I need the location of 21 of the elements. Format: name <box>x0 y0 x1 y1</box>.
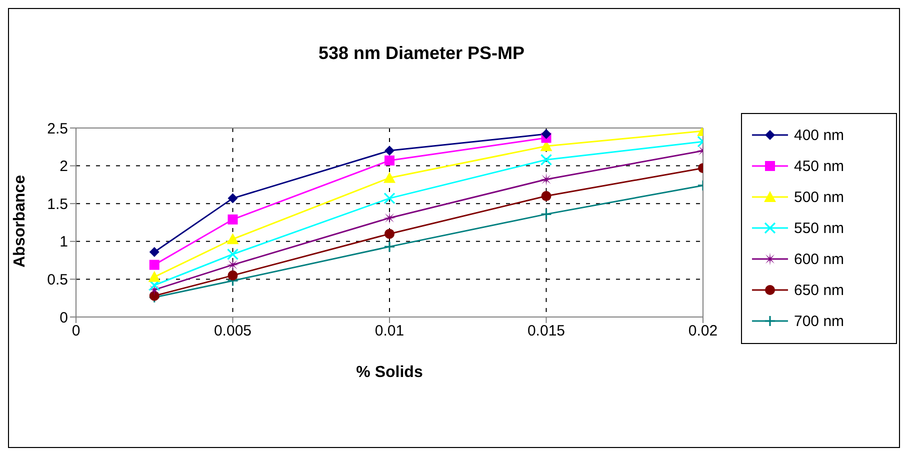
legend-label: 450 nm <box>794 158 844 174</box>
x-tick-label: 0.005 <box>214 322 252 340</box>
y-axis-title: Absorbance <box>12 174 29 268</box>
y-tick-label: 1.5 <box>47 196 68 213</box>
y-tick-label: 2 <box>60 158 68 176</box>
x-tick-label: 0 <box>72 322 80 340</box>
chart-title: 538 nm Diameter PS-MP <box>317 43 526 64</box>
x-tick-label: 0.01 <box>374 322 404 340</box>
y-tick-label: 1 <box>60 234 68 251</box>
legend-label: 400 nm <box>794 126 844 144</box>
x-axis-title: % Solids <box>356 364 423 381</box>
legend-label: 600 nm <box>794 250 844 268</box>
y-tick-label: 0.5 <box>47 272 68 289</box>
legend-label: 700 nm <box>794 312 844 330</box>
y-tick-label: 0 <box>60 309 68 326</box>
legend-label: 650 nm <box>794 282 844 298</box>
x-tick-label: 0.015 <box>527 322 566 340</box>
x-tick-label: 0.02 <box>688 322 718 340</box>
legend-label: 550 nm <box>794 220 844 236</box>
y-tick-label: 2.5 <box>47 120 68 138</box>
legend-label: 500 nm <box>794 188 844 206</box>
